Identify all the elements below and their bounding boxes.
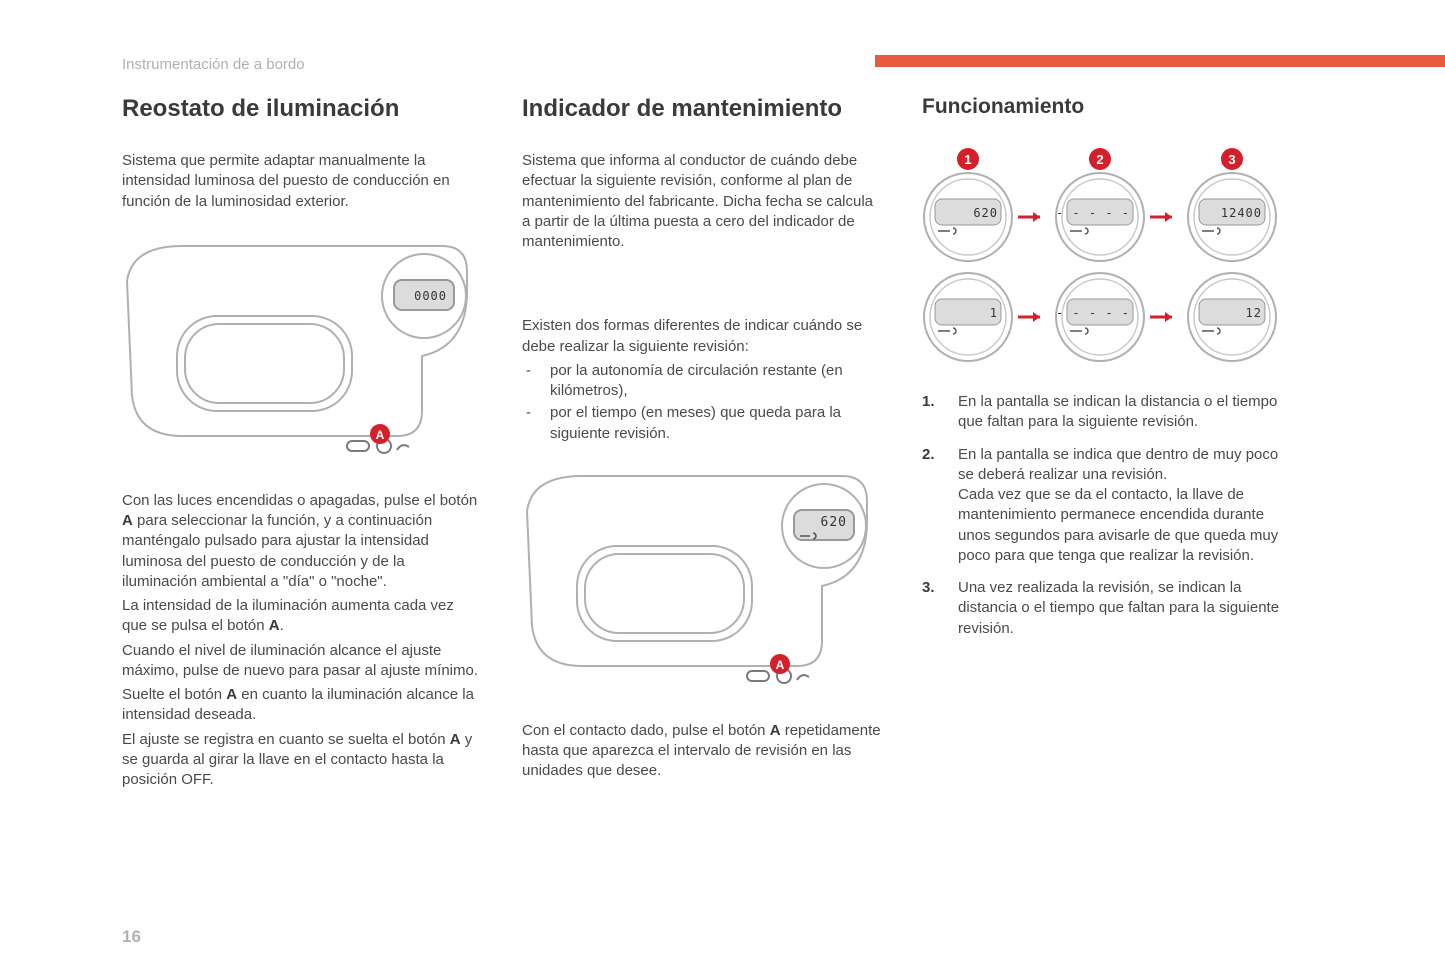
col3-title: Funcionamiento [922, 95, 1282, 119]
page-content: Reostato de iluminación Sistema que perm… [122, 95, 1322, 794]
col2-bullets: -por la autonomía de circulación restant… [526, 361, 882, 446]
svg-text:3: 3 [1228, 152, 1235, 167]
col2-illustration: 620 A [522, 466, 882, 701]
dashboard-svg-1: 0000 A [122, 236, 482, 466]
col1-title: Reostato de iluminación [122, 95, 482, 123]
column-1: Reostato de iluminación Sistema que perm… [122, 95, 482, 794]
list-item: 1.En la pantalla se indican la distancia… [922, 392, 1282, 433]
svg-text:12: 12 [1246, 306, 1262, 320]
col1-illustration: 0000 A [122, 236, 482, 471]
col2-intro: Sistema que informa al conductor de cuán… [522, 151, 882, 252]
badge-1: 1 2 3 [957, 148, 1243, 170]
svg-text:12400: 12400 [1221, 206, 1262, 220]
gauge-display-text: 0000 [414, 289, 447, 303]
col1-p4: Suelte el botón A en cuanto la iluminaci… [122, 685, 482, 726]
col2-p1: Existen dos formas diferentes de indicar… [522, 316, 882, 357]
marker-a-label: A [376, 428, 385, 442]
column-2: Indicador de mantenimiento Sistema que i… [522, 95, 882, 794]
bullet-item: -por el tiempo (en meses) que queda para… [526, 403, 882, 444]
col3-gauges: 1 2 3 620- - - - -12400 1- - - - -12 [922, 147, 1282, 372]
svg-text:- - - - -: - - - - - [1056, 206, 1130, 220]
svg-text:620: 620 [973, 206, 998, 220]
gauge-display-text-2: 620 [821, 515, 847, 530]
page-number: 16 [122, 927, 141, 947]
col1-p1: Con las luces encendidas o apagadas, pul… [122, 491, 482, 592]
col1-p5: El ajuste se registra en cuanto se suelt… [122, 730, 482, 791]
column-3: Funcionamiento 1 2 3 620 - - - - - 12400 1… [922, 95, 1282, 794]
dashboard-svg-2: 620 A [522, 466, 882, 696]
section-header: Instrumentación de a bordo [122, 56, 305, 73]
bullet-item: -por la autonomía de circulación restant… [526, 361, 882, 402]
col1-p2: La intensidad de la iluminación aumenta … [122, 596, 482, 637]
col1-p3: Cuando el nivel de iluminación alcance e… [122, 641, 482, 682]
svg-text:- - - - -: - - - - - [1056, 306, 1130, 320]
marker-a-label-2: A [776, 658, 785, 672]
list-item: 3.Una vez realizada la revisión, se indi… [922, 578, 1282, 639]
svg-text:2: 2 [1096, 152, 1103, 167]
svg-text:1: 1 [964, 152, 971, 167]
col2-title: Indicador de mantenimiento [522, 95, 882, 123]
list-item: 2.En la pantalla se indica que dentro de… [922, 445, 1282, 567]
accent-bar [875, 55, 1445, 67]
gauge-grid-svg: 1 2 3 620- - - - -12400 1- - - - -12 [922, 147, 1282, 367]
col2-p2: Con el contacto dado, pulse el botón A r… [522, 721, 882, 782]
col3-numbered-list: 1.En la pantalla se indican la distancia… [922, 392, 1282, 651]
svg-text:1: 1 [990, 306, 998, 320]
col1-intro: Sistema que permite adaptar manualmente … [122, 151, 482, 212]
